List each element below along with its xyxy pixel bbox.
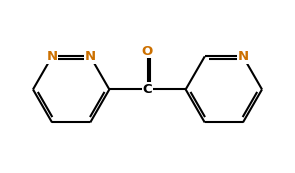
Text: N: N <box>47 50 58 63</box>
Text: N: N <box>85 50 96 63</box>
Text: N: N <box>237 50 248 63</box>
Text: O: O <box>142 45 153 58</box>
Text: C: C <box>143 83 152 96</box>
